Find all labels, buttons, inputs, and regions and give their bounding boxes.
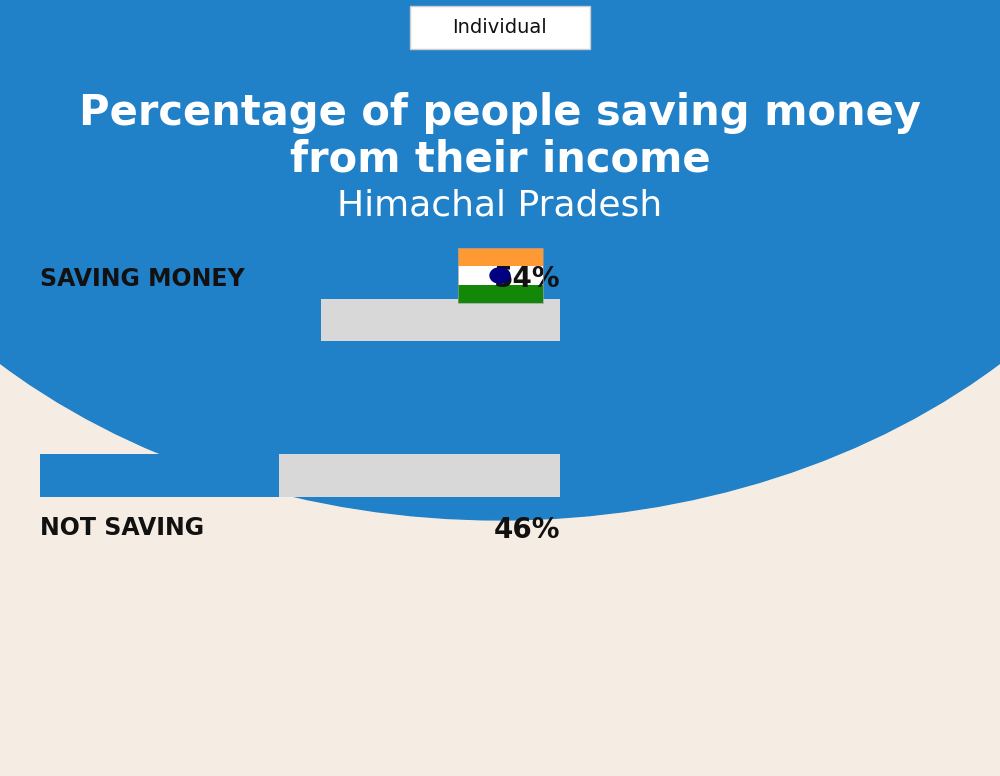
Bar (40, 454, 560, 497)
Bar (40, 299, 321, 341)
Circle shape (490, 268, 510, 283)
Text: 46%: 46% (494, 516, 560, 544)
Bar (40, 454, 279, 497)
Text: Himachal Pradesh: Himachal Pradesh (337, 189, 663, 223)
Bar (458, 266, 542, 285)
Text: NOT SAVING: NOT SAVING (40, 516, 204, 540)
Bar (458, 285, 542, 303)
Text: Individual: Individual (453, 18, 547, 36)
Text: 54%: 54% (493, 265, 560, 293)
Text: from their income: from their income (290, 138, 710, 180)
Circle shape (0, 0, 1000, 520)
Text: Percentage of people saving money: Percentage of people saving money (79, 92, 921, 133)
Text: SAVING MONEY: SAVING MONEY (40, 268, 245, 291)
Bar (458, 248, 542, 303)
Bar (40, 299, 560, 341)
Bar (458, 248, 542, 266)
FancyBboxPatch shape (410, 5, 590, 48)
